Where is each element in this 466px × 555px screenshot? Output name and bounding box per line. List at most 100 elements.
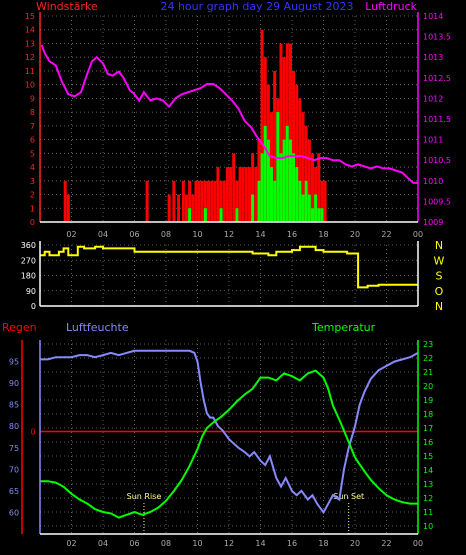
wind-gust-bar bbox=[247, 167, 251, 222]
wind-x-tick-12: 12 bbox=[224, 230, 234, 239]
temperature-tick-13: 13 bbox=[423, 480, 433, 489]
wind-tick-0: 0 bbox=[30, 218, 35, 227]
humidity-x-tick-22: 22 bbox=[381, 539, 391, 548]
wind-x-tick-22: 22 bbox=[381, 230, 391, 239]
wind-axis-title: Windstärke bbox=[36, 0, 98, 13]
wind-average-bar bbox=[257, 180, 261, 222]
wind-x-tick-14: 14 bbox=[255, 230, 265, 239]
wind-average-bar bbox=[310, 208, 314, 222]
wind-average-bars bbox=[188, 112, 324, 222]
wind-average-bar bbox=[276, 112, 280, 222]
wind-tick-8: 8 bbox=[30, 108, 35, 117]
wind-gust-bar bbox=[194, 180, 198, 222]
wind-tick-9: 9 bbox=[30, 94, 35, 103]
chart-date-title: 24 hour graph day 29 August 2023 bbox=[160, 0, 353, 13]
pressure-tick-labels: 1009 1009.5 1010 1010.5 1011 1011.5 1012 1012.5… bbox=[423, 12, 451, 227]
wind-gust-bar bbox=[219, 180, 223, 222]
temperature-tick-12: 12 bbox=[423, 494, 433, 503]
wind-gust-bar bbox=[184, 194, 188, 222]
wind-gust-bar bbox=[229, 167, 233, 222]
rain-tick-0: 0 bbox=[30, 428, 35, 437]
wind-average-bar bbox=[235, 208, 239, 222]
wind-average-bar bbox=[266, 139, 270, 222]
humidity-tick-80: 80 bbox=[9, 422, 19, 431]
compass-label-4: N bbox=[435, 300, 443, 313]
wind-direction-line bbox=[40, 245, 418, 289]
pressure-tick-1011: 1011 bbox=[423, 136, 443, 145]
wind-average-bar bbox=[203, 208, 207, 222]
wind-x-tick-16: 16 bbox=[287, 230, 297, 239]
temperature-tick-16: 16 bbox=[423, 438, 433, 447]
wind-average-bar bbox=[295, 167, 299, 222]
wind-gust-bar bbox=[235, 180, 239, 222]
wind-tick-13: 13 bbox=[25, 39, 35, 48]
humidity-x-tick-06: 06 bbox=[129, 539, 139, 548]
humidity-x-tick-14: 14 bbox=[255, 539, 265, 548]
humidity-x-tick-18: 18 bbox=[318, 539, 328, 548]
wind-x-tick-04: 04 bbox=[98, 230, 108, 239]
compass-label-0: N bbox=[435, 239, 443, 252]
wind-tick-12: 12 bbox=[25, 53, 35, 62]
humidity-x-tick-20: 20 bbox=[350, 539, 360, 548]
wind-gust-bar bbox=[254, 167, 258, 222]
wind-gust-bar bbox=[225, 167, 229, 222]
wind-x-tick-10: 10 bbox=[192, 230, 202, 239]
direction-tick-270: 270 bbox=[21, 256, 36, 265]
pressure-line bbox=[40, 44, 418, 184]
wind-gust-bar bbox=[323, 180, 327, 222]
pressure-tick-1012: 1012 bbox=[423, 94, 443, 103]
wind-gust-bar bbox=[63, 180, 67, 222]
wind-average-bar bbox=[251, 194, 255, 222]
wind-gust-bar bbox=[203, 180, 207, 222]
wind-tick-1: 1 bbox=[30, 204, 35, 213]
wind-average-bar bbox=[301, 194, 305, 222]
humidity-tick-labels: 60 65 70 75 80 85 90 95 bbox=[9, 358, 19, 518]
wind-gust-bar bbox=[244, 167, 248, 222]
temperature-tick-17: 17 bbox=[423, 424, 433, 433]
temperature-tick-15: 15 bbox=[423, 452, 433, 461]
sun-annotations: Sun Rise Sun Set bbox=[127, 492, 364, 534]
wind-average-bar bbox=[279, 153, 283, 222]
pressure-tick-1009: 1009 bbox=[423, 218, 443, 227]
wind-average-bar bbox=[298, 180, 302, 222]
wind-gust-bar bbox=[216, 167, 220, 222]
wind-gust-bar bbox=[292, 70, 296, 222]
wind-gust-bar bbox=[304, 125, 308, 222]
wind-average-bar bbox=[320, 208, 324, 222]
temperature-tick-22: 22 bbox=[423, 354, 433, 363]
wind-tick-10: 10 bbox=[25, 81, 35, 90]
humidity-tick-75: 75 bbox=[9, 444, 19, 453]
wind-x-tick-18: 18 bbox=[318, 230, 328, 239]
direction-tick-90: 90 bbox=[26, 287, 36, 296]
wind-gust-bar bbox=[295, 84, 299, 223]
wind-gust-bar bbox=[260, 29, 264, 222]
humidity-tick-85: 85 bbox=[9, 401, 19, 410]
rain-tick-labels: 0 bbox=[30, 428, 35, 437]
wind-gust-bar bbox=[317, 153, 321, 222]
humidity-x-tick-16: 16 bbox=[287, 539, 297, 548]
humidity-x-tick-12: 12 bbox=[224, 539, 234, 548]
wind-gust-bar bbox=[232, 153, 236, 222]
humidity-x-tick-04: 04 bbox=[98, 539, 108, 548]
temperature-tick-20: 20 bbox=[423, 382, 433, 391]
wind-tick-2: 2 bbox=[30, 191, 35, 200]
humidity-tick-65: 65 bbox=[9, 487, 19, 496]
wind-average-bar bbox=[304, 180, 308, 222]
wind-gust-bar bbox=[298, 98, 302, 222]
wind-gust-bar bbox=[314, 167, 318, 222]
temperature-tick-14: 14 bbox=[423, 466, 433, 475]
wind-gust-bar bbox=[307, 139, 311, 222]
wind-gust-bar bbox=[181, 180, 185, 222]
rain-axis-title: Regen bbox=[2, 321, 37, 334]
wind-gust-bar bbox=[188, 180, 192, 222]
humidity-temperature-x-tick-labels: 02 04 06 08 10 12 14 16 18 20 22 00 bbox=[66, 539, 423, 548]
wind-average-bar bbox=[270, 167, 274, 222]
wind-x-tick-20: 20 bbox=[350, 230, 360, 239]
wind-tick-4: 4 bbox=[30, 163, 35, 172]
humidity-tick-95: 95 bbox=[9, 358, 19, 367]
temperature-tick-21: 21 bbox=[423, 368, 433, 377]
